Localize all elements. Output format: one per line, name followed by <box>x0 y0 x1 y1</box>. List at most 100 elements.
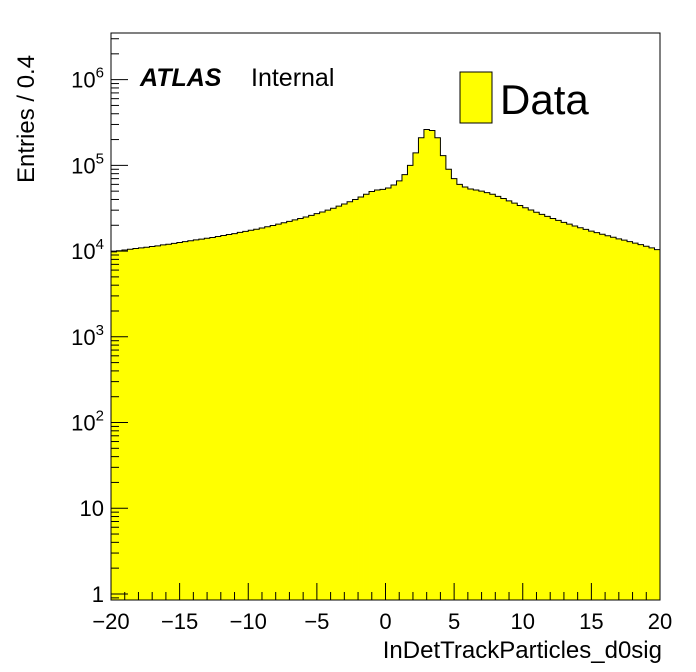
x-tick-label: 0 <box>379 609 391 634</box>
histogram-bin <box>445 169 452 600</box>
histogram-bin <box>544 216 551 600</box>
histogram-bin <box>489 194 496 600</box>
y-axis-ticks: 1 10 102 103 104 105 106 <box>71 38 128 607</box>
histogram-bars <box>111 129 661 601</box>
histogram-bin <box>330 208 337 600</box>
histogram-bin <box>264 226 271 601</box>
histogram-bin <box>374 190 381 600</box>
histogram-bin <box>154 245 161 601</box>
histogram-bin <box>187 240 194 601</box>
x-tick-label: 10 <box>511 609 535 634</box>
histogram-bin <box>555 220 562 600</box>
histogram-bin <box>528 210 535 601</box>
histogram-bin <box>171 243 178 600</box>
histogram-bin <box>390 184 397 601</box>
histogram-bin <box>198 239 205 600</box>
y-tick-label: 10 <box>80 496 104 521</box>
y-tick-label: 105 <box>71 150 104 178</box>
x-tick-label: −10 <box>230 609 267 634</box>
legend-label-data: Data <box>500 76 589 123</box>
histogram-bin <box>143 247 150 600</box>
histogram-bin <box>434 137 441 600</box>
y-tick-label: 104 <box>71 236 104 264</box>
histogram-bin <box>253 229 260 601</box>
histogram-bin <box>643 246 650 601</box>
histogram-bin <box>127 249 134 600</box>
histogram-bin <box>220 235 227 600</box>
histogram-bin <box>533 212 540 601</box>
histogram-bin <box>215 236 222 600</box>
histogram-bin <box>325 210 331 600</box>
histogram-bin <box>654 249 661 600</box>
histogram-bin <box>621 240 628 600</box>
x-tick-label: −15 <box>161 609 198 634</box>
histogram-bin <box>511 203 518 601</box>
y-tick-label: 106 <box>71 65 104 93</box>
histogram-bin <box>412 152 419 601</box>
histogram-bin <box>209 237 216 601</box>
x-tick-label: 20 <box>648 609 672 634</box>
x-tick-label: 15 <box>579 609 603 634</box>
x-axis-label: InDetTrackParticles_d0sig <box>383 637 662 664</box>
histogram-bin <box>369 191 375 600</box>
histogram-bin <box>319 211 326 600</box>
histogram-bin <box>132 248 139 601</box>
histogram-bin <box>237 232 244 600</box>
histogram-bin <box>616 238 622 600</box>
histogram-bin <box>242 231 249 600</box>
x-tick-label: 5 <box>448 609 460 634</box>
histogram-bin <box>116 250 123 601</box>
histogram-bin <box>451 178 458 600</box>
x-tick-label: −5 <box>304 609 329 634</box>
y-tick-label: 1 <box>92 582 104 607</box>
legend-swatch-data <box>459 71 493 124</box>
y-tick-label: 103 <box>71 322 104 350</box>
x-tick-label: −20 <box>92 609 129 634</box>
histogram-bin <box>627 241 633 601</box>
histogram-bin <box>583 229 590 600</box>
histogram-bin <box>566 224 573 600</box>
histogram-bin <box>314 213 321 600</box>
histogram-bin <box>522 207 529 600</box>
histogram-bin <box>588 231 595 600</box>
histogram-bin <box>149 246 156 600</box>
histogram-bin <box>281 222 288 600</box>
histogram-bin <box>462 186 469 600</box>
histogram-bin <box>423 129 430 601</box>
histogram-bin <box>292 219 299 601</box>
histogram-bin <box>270 225 277 600</box>
histogram-bin <box>165 244 172 600</box>
histogram-bin <box>561 222 568 600</box>
histogram-bin <box>385 187 392 601</box>
histogram-bin <box>352 199 359 600</box>
histogram-bin <box>193 239 200 601</box>
histogram-bin <box>605 235 611 600</box>
histogram-bin <box>456 184 463 601</box>
histogram-bin <box>297 218 304 600</box>
histogram-bin <box>572 226 579 600</box>
histogram-bin <box>341 204 348 600</box>
histogram-bin <box>632 243 639 601</box>
histogram-bin <box>248 230 255 600</box>
histogram-bin <box>336 206 342 600</box>
histogram-bin <box>599 234 606 600</box>
x-axis-ticks: −20 −15 −10 −5 0 5 10 15 20 <box>92 583 672 634</box>
histogram-bin <box>594 232 601 600</box>
histogram-bin <box>182 241 189 601</box>
histogram-bin <box>539 214 546 601</box>
histogram-bin <box>577 227 584 601</box>
histogram-bin <box>396 180 403 600</box>
y-tick-label: 102 <box>71 408 104 436</box>
histogram-bin <box>380 189 386 600</box>
histogram-bin <box>358 196 364 600</box>
histogram-bin <box>363 194 370 600</box>
histogram-bin <box>506 200 513 600</box>
histogram-bin <box>160 244 167 600</box>
histogram-bin <box>138 247 145 600</box>
histogram-bin <box>111 251 117 600</box>
histogram-bin <box>259 227 266 600</box>
histogram-bin <box>418 137 425 600</box>
histogram-bin <box>303 216 310 600</box>
histogram-bin <box>473 190 480 600</box>
